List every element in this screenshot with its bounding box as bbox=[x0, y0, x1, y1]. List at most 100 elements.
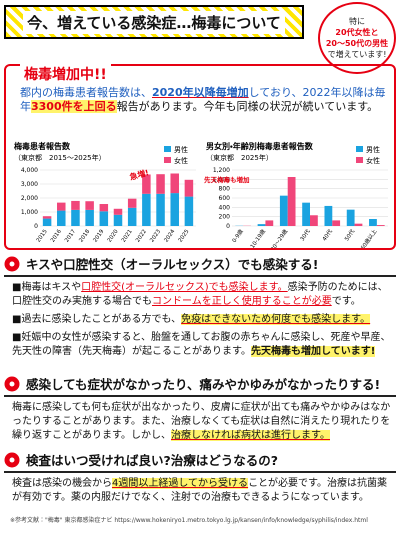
y-tick-label: 1,000 bbox=[213, 176, 230, 183]
badge-text: 特に bbox=[349, 17, 365, 26]
bar bbox=[99, 204, 109, 212]
bar bbox=[113, 214, 123, 226]
x-tick-label: 2023 bbox=[149, 228, 162, 243]
y-tick-label: 1,200 bbox=[213, 167, 230, 174]
text-segment: 今年も同様の状況が続いています。 bbox=[203, 100, 379, 113]
bar bbox=[332, 220, 341, 226]
bar bbox=[99, 211, 109, 226]
text-segment: 2020年以降毎増加 bbox=[152, 86, 249, 99]
legend-swatch bbox=[164, 157, 171, 163]
text-segment: 検査は感染の機会から bbox=[12, 478, 112, 489]
bullet: ■ bbox=[12, 282, 22, 293]
x-tick-label: 2015 bbox=[36, 228, 49, 243]
text-segment: コンドームを正しく使用することが必要 bbox=[152, 296, 332, 307]
text-segment: 3300件を上回る bbox=[31, 100, 117, 113]
bullet: ■ bbox=[12, 314, 22, 325]
section-heading: 検査はいつ受ければ良い?治療はどうなるの? bbox=[4, 450, 396, 473]
badge-text: 20～50代の男性 bbox=[325, 39, 389, 48]
bar bbox=[184, 179, 194, 197]
bullet: ■ bbox=[12, 332, 22, 343]
text-segment: 先天梅毒も増加しています! bbox=[251, 346, 376, 357]
y-tick-label: 0 bbox=[34, 223, 38, 230]
bar bbox=[156, 174, 165, 194]
bar bbox=[71, 200, 80, 210]
badge: 特に 20代女性と 20～50代の男性 で増えています! bbox=[318, 2, 396, 74]
text-segment: 梅毒に感染しても何も症状が出なかったり、皮膚に症状が出ても痛みやかゆみはなかった… bbox=[12, 402, 391, 441]
bar bbox=[85, 201, 94, 210]
bar bbox=[184, 196, 194, 226]
x-tick-label: 2020 bbox=[107, 228, 120, 243]
annotation: 先天梅毒も増加 bbox=[204, 175, 250, 184]
item: ■妊娠中の女性が感染すると、胎盤を通してお腹の赤ちゃんに感染し、死産や早産、先天… bbox=[12, 331, 392, 359]
section-heading: 感染しても症状がなかったり、痛みやかゆみがなかったりする! bbox=[4, 374, 396, 397]
x-tick-label: 2019 bbox=[93, 228, 106, 243]
intro-box: 梅毒増加中!! 都内の梅毒患者報告数は、2020年以降毎増加しており、2022年… bbox=[4, 64, 396, 250]
legend-swatch bbox=[164, 146, 171, 152]
section: 感染しても症状がなかったり、痛みやかゆみがなかったりする! 梅毒に感染しても何も症… bbox=[4, 374, 396, 443]
x-tick-label: 0-9歳 bbox=[230, 227, 245, 244]
text-segment: 免疫はできないため何度でも感染します。 bbox=[181, 314, 371, 325]
bar bbox=[71, 209, 80, 226]
bar bbox=[257, 224, 266, 226]
bar bbox=[376, 225, 385, 226]
icon-center bbox=[9, 381, 15, 386]
bar bbox=[287, 177, 296, 226]
item: ■梅毒はキスや口腔性交(オーラルセックス)でも感染します。感染予防のためには、口… bbox=[12, 281, 392, 309]
y-tick-label: 1,000 bbox=[21, 209, 38, 216]
bar bbox=[57, 210, 66, 226]
text-segment: 口腔性交(オーラルセックス)でも感染します。 bbox=[81, 282, 288, 293]
text-segment: 妊娠中の女性が感染すると、胎盤を通してお腹の赤ちゃんに感染し、死産や早産、先天性… bbox=[12, 332, 391, 357]
x-tick-label: 10-19歳 bbox=[248, 227, 267, 248]
heading-text: 検査はいつ受ければ良い?治療はどうなるの? bbox=[26, 453, 279, 468]
badge-text: 20代女性と bbox=[335, 28, 379, 37]
bar bbox=[369, 219, 377, 226]
x-tick-label: 40代 bbox=[320, 227, 334, 242]
icon-center bbox=[9, 261, 15, 266]
bar bbox=[113, 208, 123, 215]
y-tick-label: 3,000 bbox=[21, 181, 38, 188]
bar bbox=[142, 174, 151, 194]
x-tick-label: 2024 bbox=[163, 228, 176, 243]
bar bbox=[42, 216, 52, 219]
chart-title: 梅毒患者報告数 bbox=[14, 141, 71, 151]
chart-title: 男女別・年齢別梅毒患者報告数 bbox=[206, 141, 314, 151]
chart-subtitle: （東京都 2015～2025年） bbox=[14, 153, 106, 162]
legend-label: 男性 bbox=[174, 145, 188, 154]
bar bbox=[346, 209, 355, 226]
x-tick-label: 30代 bbox=[298, 227, 312, 242]
item: 検査は感染の機会から4週間以上経過してから受けることが必要です。治療は抗菌薬が有… bbox=[12, 477, 392, 505]
plum-icon bbox=[4, 256, 20, 271]
x-tick-label: 2016 bbox=[50, 228, 63, 243]
bar bbox=[354, 223, 363, 226]
item: ■過去に感染したことがある方でも、免疫はできないため何度でも感染します。 bbox=[12, 313, 392, 327]
x-tick-label: 20～29歳 bbox=[268, 227, 289, 248]
legend-label: 男性 bbox=[366, 145, 380, 154]
bar bbox=[142, 193, 151, 226]
text-segment: 報告があります。 bbox=[116, 100, 204, 113]
bar bbox=[279, 195, 288, 226]
bar bbox=[302, 202, 310, 226]
badge-text: で増えています! bbox=[327, 50, 387, 59]
heading-text: キスや口腔性交（オーラルセックス）でも感染する! bbox=[26, 257, 319, 272]
intro-paragraph: 都内の梅毒患者報告数は、2020年以降毎増加しており、2022年以降は毎年330… bbox=[20, 86, 390, 114]
x-tick-label: 2025 bbox=[178, 228, 191, 243]
x-tick-label: 2022 bbox=[135, 229, 148, 244]
bar bbox=[156, 193, 165, 226]
bar bbox=[310, 215, 318, 226]
plum-icon bbox=[4, 376, 20, 391]
text-segment: ことが必要です。治療は抗菌薬が有効です。薬の内服だけでなく、注射での治療もできる… bbox=[12, 478, 388, 503]
icon-center bbox=[9, 457, 15, 462]
y-tick-label: 4,000 bbox=[21, 167, 38, 174]
intro-heading: 梅毒増加中!! bbox=[20, 64, 111, 84]
text-segment: 梅毒はキスや bbox=[21, 282, 82, 293]
y-tick-label: 0 bbox=[226, 223, 230, 230]
legend-label: 女性 bbox=[366, 156, 380, 165]
text-segment: 治療しなければ病状は進行します。 bbox=[171, 430, 330, 441]
bar bbox=[127, 198, 137, 208]
y-tick-label: 2,000 bbox=[21, 195, 38, 202]
header-title: 今、増えている感染症…梅毒について bbox=[4, 5, 304, 39]
plum-icon bbox=[4, 452, 20, 467]
section: 検査はいつ受ければ良い?治療はどうなるの? 検査は感染の機会から4週間以上経過して… bbox=[4, 450, 396, 505]
